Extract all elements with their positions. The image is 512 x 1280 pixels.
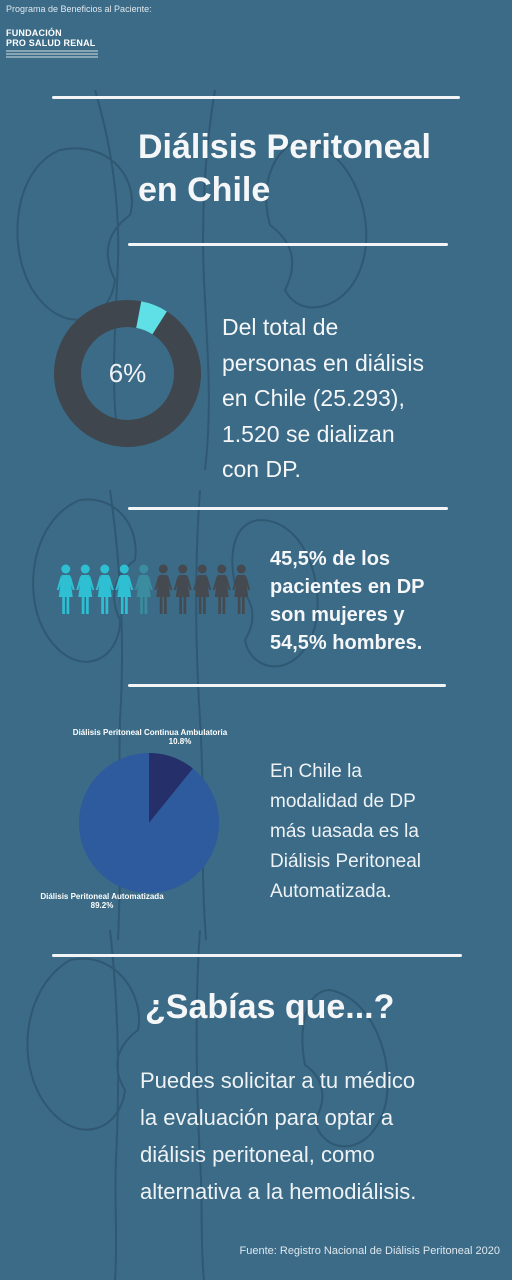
- did-you-know-heading: ¿Sabías que...?: [145, 988, 395, 1026]
- person-dress-icon: [56, 564, 75, 614]
- sabias-line-2: la evaluación para optar a: [140, 1105, 394, 1130]
- stat1-line-5: con DP.: [222, 456, 301, 482]
- program-label: Programa de Beneficios al Paciente:: [6, 4, 152, 14]
- sabias-line-1: Puedes solicitar a tu médico: [140, 1068, 416, 1093]
- pie-label-apd-value: 89.2%: [90, 901, 114, 910]
- stat3-line-1: En Chile la: [270, 761, 362, 782]
- stat2-line-3: son mujeres y: [270, 604, 405, 626]
- logo-line-1: FUNDACIÓN: [6, 28, 62, 38]
- page-title: Diálisis Peritoneal en Chile: [138, 126, 498, 212]
- stat2-line-4: 54,5% hombres.: [270, 632, 423, 654]
- person-dress-icon: [173, 564, 192, 614]
- donut-percent-label: 6%: [108, 358, 147, 388]
- divider-section3: [52, 954, 462, 957]
- pie-label-apd-name: Diálisis Peritoneal Automatizada: [40, 892, 164, 901]
- pie-slice-apd: [79, 753, 220, 893]
- person-dress-icon: [76, 564, 95, 614]
- dialysis-share-donut: 6%: [54, 300, 201, 447]
- sabias-line-4: alternativa a la hemodiálisis.: [140, 1179, 417, 1204]
- stat1-line-3: en Chile (25.293),: [222, 385, 405, 411]
- stat1-line-1: Del total de: [222, 314, 339, 340]
- title-line-2: en Chile: [138, 171, 271, 209]
- pie-label-apd: Diálisis Peritoneal Automatizada 89.2%: [2, 892, 202, 910]
- stat3-line-3: más uasada es la: [270, 821, 419, 842]
- logo-stripes-icon: [6, 50, 98, 58]
- pie-slice-capd: [149, 753, 193, 823]
- source-footnote: Fuente: Registro Nacional de Diálisis Pe…: [239, 1245, 500, 1257]
- did-you-know-text: Puedes solicitar a tu médico la evaluaci…: [140, 1062, 470, 1210]
- person-dress-icon: [95, 564, 114, 614]
- sabias-line-3: diálisis peritoneal, como: [140, 1142, 375, 1167]
- gender-statement: 45,5% de los pacientes en DP son mujeres…: [270, 545, 500, 657]
- stat2-line-2: pacientes en DP: [270, 576, 425, 598]
- gender-pictogram: [56, 564, 251, 614]
- stat1-line-4: 1.520 se dializan: [222, 420, 395, 447]
- stat3-line-5: Automatizada.: [270, 881, 392, 902]
- divider-top: [52, 96, 460, 99]
- divider-title: [128, 243, 448, 246]
- person-dress-icon: [115, 564, 134, 614]
- person-dress-icon: [134, 564, 153, 614]
- pie-label-capd-value: 10.8%: [168, 737, 192, 746]
- pie-label-capd-name: Diálisis Peritoneal Continua Ambulatoria: [72, 728, 228, 737]
- modality-statement: En Chile la modalidad de DP más uasada e…: [270, 757, 470, 907]
- person-dress-icon: [212, 564, 231, 614]
- donut-track: [54, 300, 201, 447]
- divider-section1: [128, 507, 448, 510]
- person-dress-icon: [154, 564, 173, 614]
- person-dress-icon: [193, 564, 212, 614]
- stat2-line-1: 45,5% de los: [270, 548, 391, 570]
- stat1-line-2: personas en diálisis: [222, 349, 425, 376]
- divider-section2: [128, 684, 446, 687]
- modality-pie-chart: Diálisis Peritoneal Continua Ambulatoria…: [40, 722, 260, 922]
- donut-highlight-segment: [135, 301, 167, 335]
- stat3-line-4: Diálisis Peritoneal: [270, 851, 422, 872]
- fundacion-logo: FUNDACIÓN PRO SALUD RENAL: [6, 26, 102, 58]
- title-line-1: Diálisis Peritoneal: [138, 128, 431, 166]
- logo-line-2: PRO SALUD RENAL: [6, 38, 96, 48]
- pie-label-capd: Diálisis Peritoneal Continua Ambulatoria…: [50, 728, 250, 746]
- stat3-line-2: modalidad de DP: [270, 791, 416, 812]
- dp-total-statement: Del total de personas en diálisis en Chi…: [222, 310, 482, 488]
- person-dress-icon: [232, 564, 251, 614]
